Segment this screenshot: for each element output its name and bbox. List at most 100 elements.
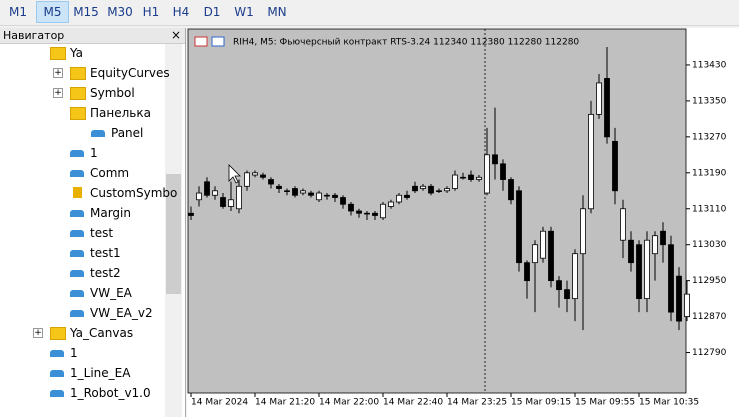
- item-label: Ya: [70, 46, 84, 60]
- candle-body: [436, 190, 442, 192]
- candle-body: [540, 230, 546, 259]
- scroll-thumb[interactable]: [166, 174, 181, 294]
- navigator-item[interactable]: VW_EA: [70, 283, 132, 303]
- x-tick-label: 15 Mar 09:15: [511, 398, 571, 408]
- item-label: 1: [70, 346, 78, 360]
- item-label: CustomSymbo: [90, 186, 178, 200]
- candle-body: [620, 208, 626, 241]
- candle-body: [324, 194, 330, 197]
- candle-body: [484, 154, 490, 194]
- timeframe-button[interactable]: M30: [107, 5, 133, 19]
- candle-body: [196, 192, 202, 201]
- expand-toggle[interactable]: +: [53, 68, 63, 78]
- candle-body: [404, 194, 410, 198]
- candle-body: [612, 140, 618, 192]
- candle-body: [284, 190, 290, 192]
- candle-body: [556, 280, 562, 291]
- candle-body: [460, 176, 466, 179]
- y-tick-label: 113190: [692, 168, 727, 178]
- candle-body: [300, 190, 306, 194]
- candle-body: [564, 289, 570, 300]
- item-icon: [50, 370, 64, 377]
- item-label: Панелька: [90, 106, 151, 120]
- navigator-item[interactable]: 1: [50, 343, 78, 363]
- candle-body: [364, 212, 370, 215]
- item-icon: [91, 130, 105, 137]
- expand-toggle[interactable]: +: [53, 88, 63, 98]
- navigator-item[interactable]: test2: [70, 263, 121, 283]
- candle-body: [516, 190, 522, 264]
- navigator-item[interactable]: 1: [70, 143, 98, 163]
- navigator-item[interactable]: Panel: [91, 123, 143, 143]
- navigator-title: Навигатор: [3, 29, 65, 42]
- item-label: 1_Line_EA: [70, 366, 131, 380]
- candle-body: [316, 192, 322, 201]
- candle-body: [524, 262, 530, 282]
- item-label: 1_Robot_v1.0: [70, 386, 151, 400]
- candle-body: [268, 179, 274, 185]
- candle-body: [468, 174, 474, 180]
- navigator-item[interactable]: test: [70, 223, 114, 243]
- candle-body: [676, 275, 682, 322]
- candle-body: [652, 235, 658, 255]
- candle-body: [308, 192, 314, 196]
- navigator-item[interactable]: Margin: [70, 203, 131, 223]
- mouse-cursor: [228, 164, 241, 184]
- timeframe-button[interactable]: MN: [267, 5, 287, 19]
- item-label: VW_EA_v2: [90, 306, 153, 320]
- expand-toggle[interactable]: +: [33, 328, 43, 338]
- navigator-item[interactable]: 1_Robot_v1.0: [50, 383, 151, 403]
- candle-body: [252, 172, 258, 176]
- item-icon: [70, 270, 84, 277]
- candle-body: [260, 174, 266, 178]
- item-icon: [70, 210, 84, 217]
- timeframe-button[interactable]: M15: [73, 5, 99, 19]
- timeframe-button[interactable]: W1: [234, 5, 254, 19]
- timeframe-button[interactable]: H4: [172, 5, 190, 19]
- item-label: test: [90, 226, 114, 240]
- candle-body: [332, 194, 338, 198]
- timeframe-button[interactable]: M1: [9, 5, 27, 19]
- candle-body: [684, 293, 690, 318]
- navigator-item[interactable]: Comm: [70, 163, 130, 183]
- navigator-item[interactable]: + Ya_Canvas: [33, 323, 133, 343]
- timeframe-button[interactable]: D1: [203, 5, 221, 19]
- navigator-item[interactable]: 1_Line_EA: [50, 363, 131, 383]
- item-icon: [70, 107, 86, 120]
- timeframe-button[interactable]: M5: [36, 1, 69, 23]
- navigator-item[interactable]: Панелька: [70, 103, 151, 123]
- scrollbar[interactable]: [165, 44, 182, 417]
- candle-body: [428, 185, 434, 194]
- x-tick-label: 14 Mar 21:20: [255, 398, 315, 408]
- candle-body: [500, 163, 506, 180]
- item-icon: [70, 290, 84, 297]
- y-tick-label: 113110: [692, 204, 727, 214]
- y-tick-label: 112790: [692, 348, 727, 358]
- timeframe-button[interactable]: H1: [142, 5, 160, 19]
- navigator-item[interactable]: VW_EA_v2: [70, 303, 153, 323]
- navigator-item[interactable]: + Symbol: [53, 83, 135, 103]
- item-icon: [73, 187, 82, 198]
- y-tick-label: 113030: [692, 240, 727, 250]
- item-label: Comm: [90, 166, 130, 180]
- item-icon: [50, 390, 64, 397]
- y-tick-label: 113350: [692, 96, 727, 106]
- item-icon: [70, 310, 84, 317]
- chart-title: RIH4, M5: Фьючерсный контракт RTS-3.24 1…: [233, 38, 579, 48]
- navigator-item[interactable]: test1: [70, 243, 121, 263]
- item-icon: [70, 150, 84, 157]
- x-tick-label: 14 Mar 22:40: [383, 398, 443, 408]
- close-button[interactable]: ×: [170, 28, 181, 42]
- candle-body: [292, 188, 298, 196]
- y-tick-label: 112950: [692, 276, 727, 286]
- candle-body: [188, 212, 194, 216]
- x-tick-label: 14 Mar 2024: [191, 398, 248, 408]
- candle-body: [532, 244, 538, 264]
- navigator-item[interactable]: CustomSymbo: [73, 183, 178, 203]
- item-icon: [50, 327, 66, 340]
- navigator-item[interactable]: Ya: [50, 43, 84, 63]
- candle-body: [636, 244, 642, 300]
- navigator-item[interactable]: + EquityCurves: [53, 63, 170, 83]
- candle-body: [204, 181, 210, 196]
